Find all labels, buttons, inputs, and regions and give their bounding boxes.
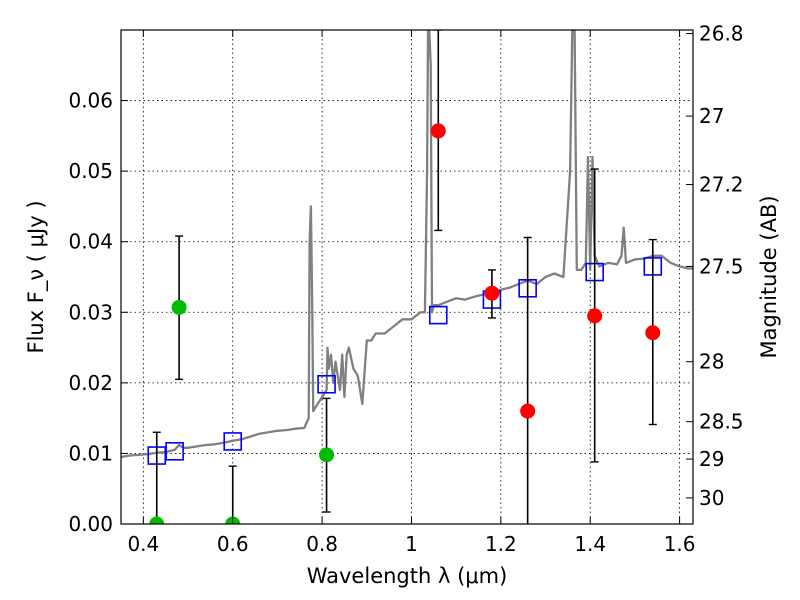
y-axis-label: Flux F_ν ( μJy ) xyxy=(24,200,49,353)
mag-tick-label: 30 xyxy=(699,486,724,510)
plot-frame xyxy=(120,29,694,525)
y-tick-label: 0.00 xyxy=(68,512,113,536)
model-photometry-square xyxy=(428,305,448,325)
mag-tick-label: 28.5 xyxy=(699,410,744,434)
green-data-point xyxy=(171,299,187,315)
axis-ticks: 0.4 0.6 0.8 1 1.2 1.4 1.6 0.00 0.01 0.02 0.03 0.04 0… xyxy=(68,22,743,556)
mag-tick-label: 26.8 xyxy=(699,22,744,46)
model-photometry-square xyxy=(223,432,243,451)
x-tick-label: 0.6 xyxy=(217,532,249,556)
model-spectrum-line xyxy=(121,30,693,459)
x-tick-label: 1.4 xyxy=(574,532,606,556)
y-tick-label: 0.06 xyxy=(68,89,113,113)
x-tick-label: 1 xyxy=(405,532,418,556)
y-tick-label: 0.02 xyxy=(68,371,113,395)
mag-tick-label: 27.5 xyxy=(699,254,744,278)
red-data-point xyxy=(587,308,603,324)
y-tick-label: 0.05 xyxy=(68,159,113,183)
mag-tick-label: 27.2 xyxy=(699,173,744,197)
y-tick-label: 0.01 xyxy=(68,441,113,465)
red-data-point xyxy=(484,285,500,301)
green-data-point xyxy=(319,447,335,463)
y-tick-label: 0.03 xyxy=(68,300,113,324)
mag-tick-label: 27 xyxy=(699,104,724,128)
red-data-point xyxy=(430,123,446,139)
red-data-point xyxy=(645,325,661,341)
green-data-point xyxy=(149,516,165,524)
model-photometry-square xyxy=(165,442,184,461)
x-tick-label: 0.8 xyxy=(306,532,338,556)
right-axis-label: Magnitude (AB) xyxy=(757,195,781,358)
x-tick-label: 1.6 xyxy=(664,532,696,556)
model-photometry-square xyxy=(317,374,336,394)
y-tick-label: 0.04 xyxy=(68,230,113,254)
plot-area xyxy=(121,30,693,524)
x-tick-label: 0.4 xyxy=(127,532,159,556)
x-axis-label: Wavelength λ (μm) xyxy=(307,564,508,588)
mag-tick-label: 28 xyxy=(699,350,724,374)
x-tick-label: 1.2 xyxy=(485,532,517,556)
red-data-point xyxy=(520,403,536,419)
mag-tick-label: 29 xyxy=(699,447,724,471)
